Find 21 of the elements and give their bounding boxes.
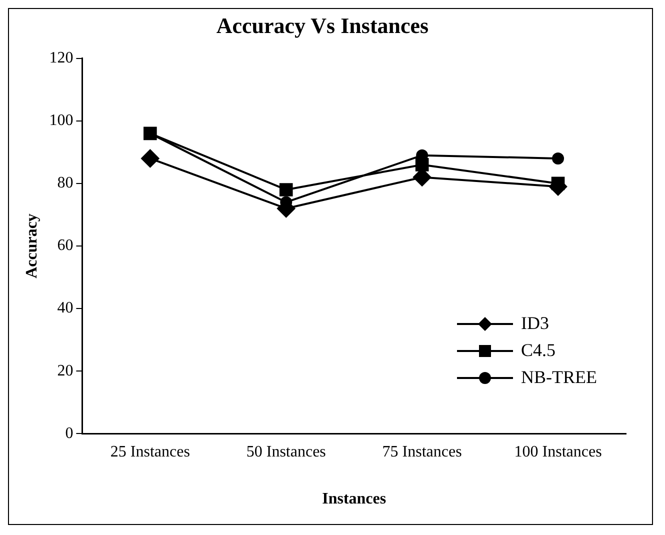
point bbox=[552, 152, 564, 164]
y-tick-label: 20 bbox=[57, 362, 74, 380]
chart-title: Accuracy Vs Instances bbox=[216, 12, 430, 38]
y-tick-label: 40 bbox=[57, 300, 74, 317]
legend-label: C4.5 bbox=[521, 340, 556, 361]
x-axis-title: Instances bbox=[322, 490, 386, 508]
legend-label: NB-TREE bbox=[521, 367, 597, 388]
point bbox=[415, 158, 429, 172]
y-tick-label: 120 bbox=[49, 50, 74, 67]
y-tick-label: 80 bbox=[57, 174, 74, 192]
y-axis-title: Accuracy bbox=[24, 214, 41, 278]
legend-label: ID3 bbox=[521, 313, 549, 334]
x-tick-label: 25 Instances bbox=[110, 443, 190, 460]
x-tick-label: 50 Instances bbox=[246, 443, 326, 460]
y-tick-label: 100 bbox=[49, 112, 74, 130]
point bbox=[279, 183, 293, 196]
point bbox=[141, 149, 160, 168]
x-tick-label: 75 Instances bbox=[382, 443, 462, 460]
y-tick-label: 0 bbox=[65, 424, 74, 442]
y-tick-label: 60 bbox=[57, 237, 74, 254]
x-tick-label: 100 Instances bbox=[514, 443, 602, 460]
